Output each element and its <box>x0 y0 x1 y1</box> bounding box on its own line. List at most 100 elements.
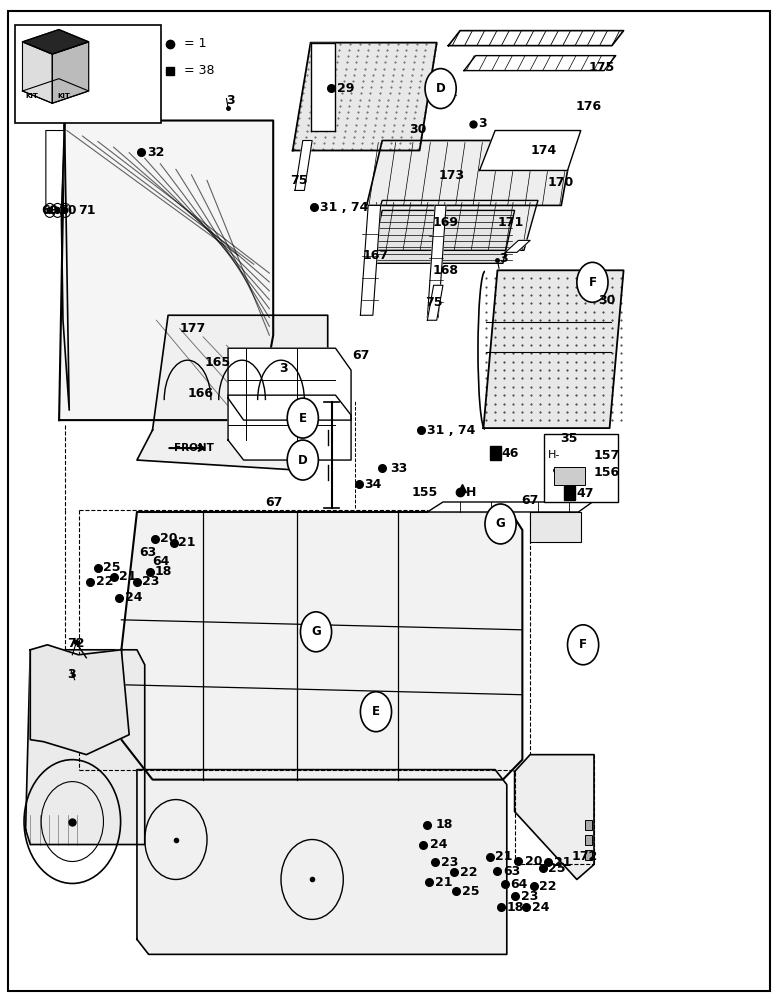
Text: 24: 24 <box>126 591 143 604</box>
Text: 157: 157 <box>594 449 620 462</box>
Text: 69: 69 <box>41 204 58 217</box>
Polygon shape <box>295 140 312 190</box>
Text: 72: 72 <box>67 637 84 650</box>
Text: 18: 18 <box>507 901 524 914</box>
Polygon shape <box>137 770 507 954</box>
Bar <box>15 25 161 123</box>
Text: 67: 67 <box>265 496 283 509</box>
Bar <box>490 446 501 460</box>
Circle shape <box>485 504 516 544</box>
Polygon shape <box>30 645 129 755</box>
Polygon shape <box>292 43 437 150</box>
Polygon shape <box>360 205 381 315</box>
Text: 3: 3 <box>478 117 487 130</box>
Polygon shape <box>46 131 65 212</box>
Text: 71: 71 <box>79 204 96 217</box>
Text: 64: 64 <box>511 878 528 891</box>
Polygon shape <box>448 31 623 46</box>
Text: 20: 20 <box>525 855 542 868</box>
Text: 64: 64 <box>153 555 170 568</box>
Text: 20: 20 <box>161 532 178 545</box>
Polygon shape <box>59 121 273 420</box>
Text: 24: 24 <box>533 901 550 914</box>
Polygon shape <box>427 205 446 317</box>
Circle shape <box>360 692 392 732</box>
Circle shape <box>55 207 60 213</box>
Polygon shape <box>427 285 443 320</box>
Text: 174: 174 <box>530 144 556 157</box>
Text: 21: 21 <box>178 536 196 549</box>
Text: 3: 3 <box>226 94 235 107</box>
Text: 34: 34 <box>364 478 381 491</box>
Polygon shape <box>137 315 328 470</box>
Text: 63: 63 <box>140 546 157 559</box>
Text: F: F <box>579 638 587 651</box>
Text: 47: 47 <box>577 487 594 500</box>
Polygon shape <box>26 650 145 845</box>
Text: 21: 21 <box>435 876 452 889</box>
Text: 3: 3 <box>279 362 288 375</box>
Text: 25: 25 <box>462 885 479 898</box>
Bar <box>554 467 585 485</box>
Text: 35: 35 <box>560 432 577 445</box>
Text: 173: 173 <box>439 169 465 182</box>
Text: KIT: KIT <box>25 93 38 99</box>
Text: 30: 30 <box>410 123 427 136</box>
Bar <box>564 486 575 500</box>
Text: 170: 170 <box>548 176 574 189</box>
Text: KIT: KIT <box>57 93 69 99</box>
Polygon shape <box>370 210 515 263</box>
Text: 75: 75 <box>290 174 308 187</box>
Text: G: G <box>495 517 505 530</box>
Text: = 38: = 38 <box>183 64 214 77</box>
Text: 67: 67 <box>521 493 538 506</box>
Text: 171: 171 <box>498 216 523 229</box>
Text: 32: 32 <box>147 146 165 159</box>
Text: 31 , 74: 31 , 74 <box>320 201 368 214</box>
Circle shape <box>568 625 599 665</box>
Text: E: E <box>372 705 380 718</box>
Polygon shape <box>480 131 581 170</box>
Text: G: G <box>311 625 321 638</box>
Text: 172: 172 <box>572 850 597 863</box>
Circle shape <box>63 207 68 213</box>
Polygon shape <box>310 43 335 131</box>
Text: 22: 22 <box>540 880 557 893</box>
Text: 3: 3 <box>499 252 508 265</box>
Text: 22: 22 <box>460 866 477 879</box>
Text: 30: 30 <box>599 294 616 307</box>
Text: D: D <box>436 82 445 95</box>
Text: 165: 165 <box>204 356 231 369</box>
Text: F: F <box>588 276 597 289</box>
Circle shape <box>48 207 52 213</box>
Text: 23: 23 <box>143 575 160 588</box>
Text: 169: 169 <box>433 216 459 229</box>
Polygon shape <box>464 56 615 71</box>
Text: 75: 75 <box>425 296 442 309</box>
Text: H: H <box>466 486 476 499</box>
Circle shape <box>577 262 608 302</box>
Text: 23: 23 <box>441 856 458 869</box>
Text: 177: 177 <box>179 322 206 335</box>
Polygon shape <box>367 200 538 250</box>
Text: = 1: = 1 <box>183 37 206 50</box>
Text: 18: 18 <box>155 565 172 578</box>
Text: 31 , 74: 31 , 74 <box>427 424 476 437</box>
Text: D: D <box>298 454 307 467</box>
Polygon shape <box>427 502 593 512</box>
Text: 21: 21 <box>119 570 136 583</box>
Text: 67: 67 <box>353 349 370 362</box>
Text: 166: 166 <box>187 387 214 400</box>
Text: 24: 24 <box>431 838 448 851</box>
Text: 33: 33 <box>390 462 407 475</box>
Text: 25: 25 <box>104 561 121 574</box>
Text: 63: 63 <box>503 865 520 878</box>
Polygon shape <box>228 395 351 460</box>
Text: 155: 155 <box>412 486 438 499</box>
Bar <box>530 512 581 542</box>
Text: FRONT: FRONT <box>173 443 214 453</box>
Polygon shape <box>484 270 623 428</box>
Circle shape <box>425 69 456 109</box>
Polygon shape <box>122 512 523 780</box>
Text: 176: 176 <box>576 100 601 113</box>
